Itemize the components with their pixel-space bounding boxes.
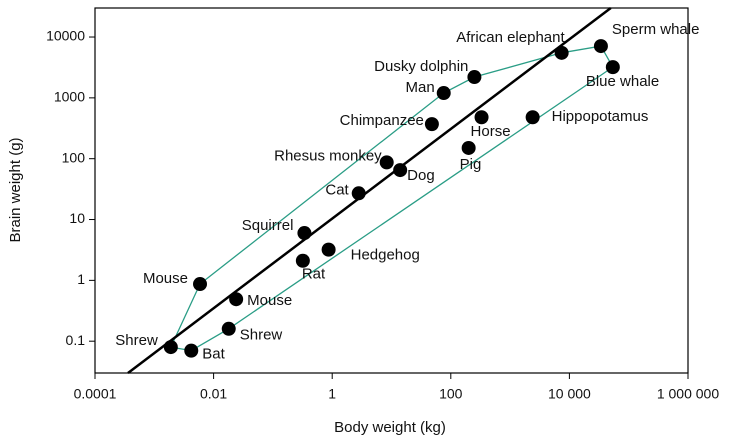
- point-label: Rat: [302, 266, 326, 283]
- point-label: Sperm whale: [612, 21, 700, 38]
- point-label: Horse: [471, 123, 511, 140]
- data-point: [297, 226, 312, 241]
- fit-line: [127, 7, 612, 374]
- y-tick-label: 100: [62, 149, 86, 165]
- point-label: Mouse: [143, 270, 188, 287]
- point-label: African elephant: [456, 29, 565, 46]
- point-label: Blue whale: [586, 73, 659, 90]
- data-point: [474, 110, 489, 125]
- y-tick-label: 0.1: [66, 332, 86, 348]
- data-point: [436, 86, 451, 101]
- y-axis-label: Brain weight (g): [7, 137, 24, 242]
- data-point: [321, 242, 336, 257]
- data-point: [461, 140, 476, 155]
- data-point: [393, 163, 408, 178]
- data-point: [184, 343, 199, 358]
- point-label: Pig: [460, 156, 482, 173]
- y-tick-label: 1000: [54, 89, 85, 105]
- y-tick-label: 10: [69, 210, 85, 226]
- point-label: Rhesus monkey: [274, 147, 382, 164]
- data-point: [525, 110, 540, 125]
- data-point: [295, 253, 310, 268]
- envelope: [170, 45, 614, 352]
- data-point: [163, 340, 178, 355]
- data-point: [221, 321, 236, 336]
- x-tick-label: 100: [439, 386, 463, 402]
- data-point: [229, 292, 244, 307]
- x-tick-label: 0.0001: [74, 386, 117, 402]
- data-point: [467, 70, 482, 85]
- point-label: Cat: [325, 181, 349, 198]
- x-tick-label: 10 000: [548, 386, 591, 402]
- point-label: Mouse: [247, 292, 292, 309]
- data-point: [593, 39, 608, 54]
- data-point: [605, 60, 620, 75]
- x-tick-label: 1 000 000: [657, 386, 719, 402]
- point-label: Squirrel: [242, 217, 294, 234]
- point-label: Chimpanzee: [340, 112, 424, 129]
- x-tick-label: 1: [328, 386, 336, 402]
- point-label: Hippopotamus: [552, 108, 649, 125]
- data-point: [379, 155, 394, 170]
- point-label: Shrew: [240, 327, 283, 344]
- point-label: Man: [406, 79, 435, 96]
- point-label: Shrew: [115, 332, 158, 349]
- point-label: Hedgehog: [351, 247, 420, 264]
- data-point: [193, 277, 208, 292]
- point-label: Dusky dolphin: [374, 58, 468, 75]
- y-tick-label: 10000: [46, 28, 85, 44]
- point-label: Dog: [407, 167, 435, 184]
- data-point: [351, 186, 366, 201]
- data-point: [424, 117, 439, 132]
- data-point: [554, 45, 569, 60]
- plot-frame: [94, 7, 689, 374]
- point-label: Bat: [202, 346, 225, 363]
- x-axis-label: Body weight (kg): [334, 419, 446, 436]
- y-tick-label: 1: [77, 271, 85, 287]
- x-tick-label: 0.01: [200, 386, 227, 402]
